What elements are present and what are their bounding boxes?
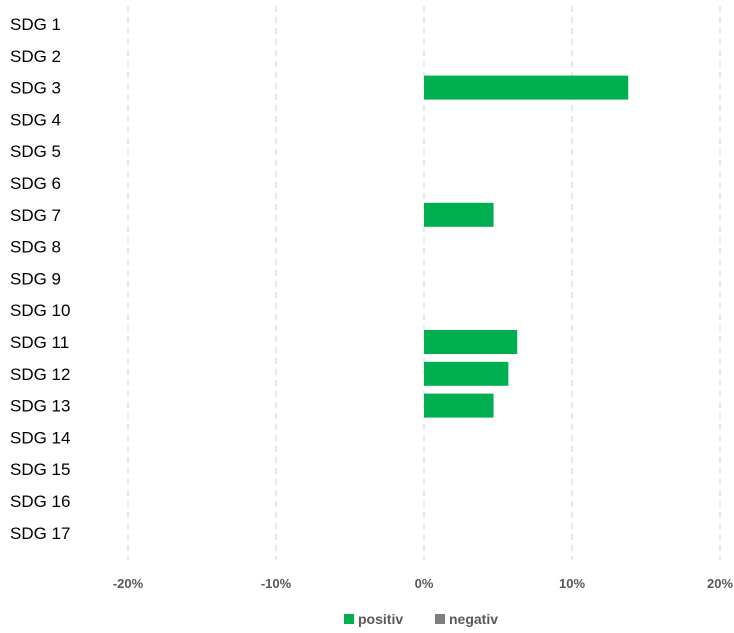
category-label: SDG 2: [10, 47, 61, 66]
legend-item-negativ: negativ: [435, 611, 498, 627]
category-label: SDG 15: [10, 460, 70, 479]
x-tick-label: 10%: [559, 576, 585, 591]
bar-positiv: [424, 393, 494, 418]
x-tick-label: -10%: [261, 576, 292, 591]
legend: positiv negativ: [344, 611, 498, 627]
x-tick-label: 20%: [707, 576, 733, 591]
category-label: SDG 17: [10, 524, 70, 543]
x-axis-tick-labels: -20% -10% 0% 10% 20%: [113, 576, 734, 591]
legend-swatch-positiv: [344, 614, 354, 624]
category-label: SDG 6: [10, 174, 61, 193]
category-label: SDG 10: [10, 301, 70, 320]
category-label: SDG 5: [10, 142, 61, 161]
category-label: SDG 9: [10, 269, 61, 288]
x-tick-label: 0%: [415, 576, 434, 591]
bar-positiv: [424, 75, 629, 100]
category-label: SDG 16: [10, 492, 70, 511]
legend-label-negativ: negativ: [449, 611, 498, 627]
bar-positiv: [424, 202, 494, 227]
category-label: SDG 14: [10, 428, 70, 447]
bars: [424, 75, 629, 418]
bar-positiv: [424, 361, 509, 386]
category-label: SDG 1: [10, 15, 61, 34]
category-label: SDG 8: [10, 238, 61, 257]
legend-item-positiv: positiv: [344, 611, 403, 627]
x-tick-label: -20%: [113, 576, 144, 591]
category-labels: SDG 1 SDG 2 SDG 3 SDG 4 SDG 5 SDG 6 SDG 7 SDG 8…: [10, 15, 70, 543]
category-label: SDG 7: [10, 206, 61, 225]
bar-positiv: [424, 330, 518, 354]
legend-swatch-negativ: [435, 614, 445, 624]
category-label: SDG 12: [10, 365, 70, 384]
category-label: SDG 3: [10, 79, 61, 98]
legend-label-positiv: positiv: [358, 611, 403, 627]
category-label: SDG 11: [10, 333, 69, 352]
category-label: SDG 4: [10, 110, 61, 129]
category-label: SDG 13: [10, 397, 70, 416]
